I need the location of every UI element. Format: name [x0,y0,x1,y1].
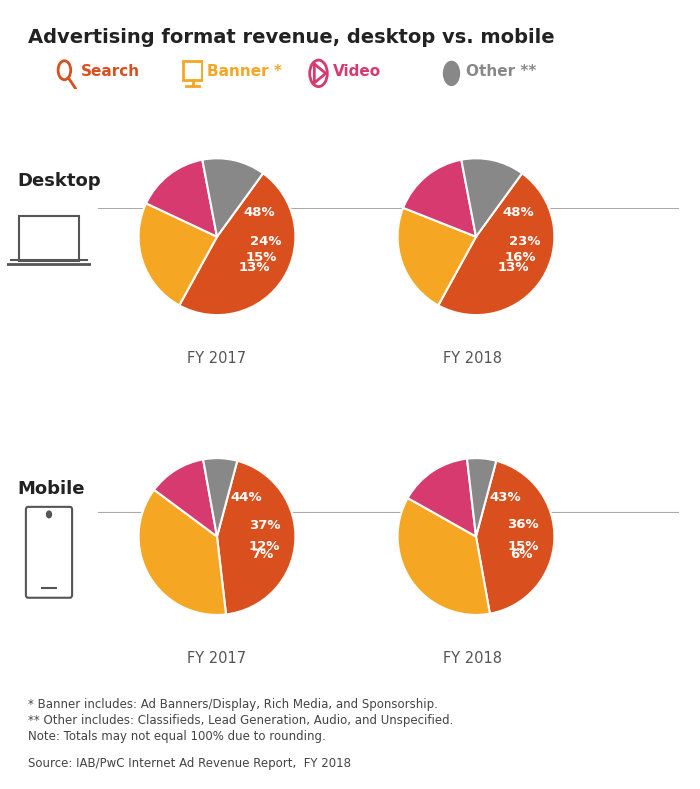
Text: * Banner includes: Ad Banners/Display, Rich Media, and Sponsorship.: * Banner includes: Ad Banners/Display, R… [28,698,438,711]
Text: 13%: 13% [498,261,529,274]
Text: 48%: 48% [244,206,275,219]
Text: FY 2018: FY 2018 [443,351,502,366]
Text: 48%: 48% [503,206,534,219]
Text: Desktop: Desktop [18,173,101,190]
Text: 15%: 15% [508,540,539,553]
Wedge shape [403,159,476,237]
Text: FY 2018: FY 2018 [443,651,502,666]
Text: FY 2017: FY 2017 [188,351,246,366]
Wedge shape [203,458,237,537]
Wedge shape [438,174,554,315]
Wedge shape [398,498,490,615]
Wedge shape [217,461,295,615]
Text: FY 2017: FY 2017 [188,651,246,666]
Text: 24%: 24% [250,235,281,249]
Text: 16%: 16% [504,251,536,264]
Text: ** Other includes: Classifieds, Lead Generation, Audio, and Unspecified.: ** Other includes: Classifieds, Lead Gen… [28,714,454,727]
Text: Banner *: Banner * [207,64,282,80]
Text: Note: Totals may not equal 100% due to rounding.: Note: Totals may not equal 100% due to r… [28,730,326,742]
Circle shape [46,511,52,518]
Wedge shape [407,458,476,537]
Text: 44%: 44% [230,492,262,504]
Wedge shape [476,461,554,614]
Text: 7%: 7% [251,548,274,561]
Wedge shape [461,159,522,237]
Wedge shape [398,208,476,305]
Text: Advertising format revenue, desktop vs. mobile: Advertising format revenue, desktop vs. … [28,28,554,47]
Wedge shape [154,459,217,537]
Wedge shape [467,458,496,537]
Circle shape [444,62,459,85]
Text: Mobile: Mobile [18,481,85,498]
Text: Search: Search [81,64,140,80]
Text: 37%: 37% [248,519,280,533]
Text: Source: IAB/PwC Internet Ad Revenue Report,  FY 2018: Source: IAB/PwC Internet Ad Revenue Repo… [28,757,351,770]
Text: 6%: 6% [510,548,532,561]
Wedge shape [139,490,226,615]
Text: 13%: 13% [239,261,270,274]
Text: 23%: 23% [509,235,540,248]
Wedge shape [146,159,217,237]
Text: 15%: 15% [245,251,276,264]
Text: Other **: Other ** [466,64,537,80]
Wedge shape [179,174,295,315]
Text: 36%: 36% [508,518,539,531]
Wedge shape [139,204,217,305]
Wedge shape [202,159,263,237]
Text: Video: Video [333,64,382,80]
Text: 43%: 43% [489,491,521,504]
Text: 12%: 12% [249,540,280,553]
